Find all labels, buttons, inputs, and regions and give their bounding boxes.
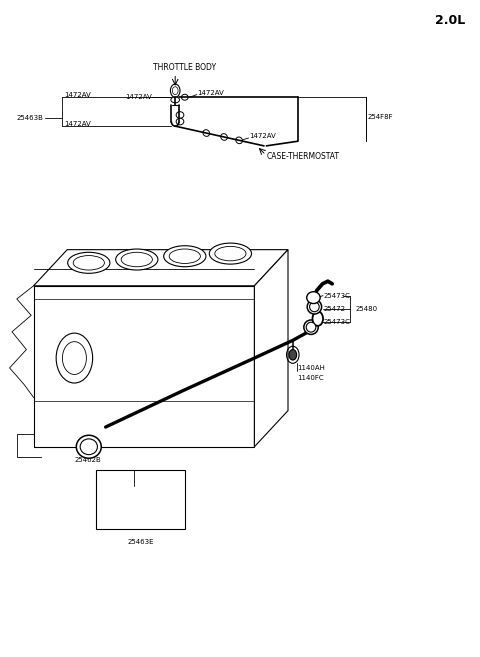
Ellipse shape [169, 249, 201, 263]
Text: 25480: 25480 [355, 306, 377, 312]
Text: 254F8F: 254F8F [367, 114, 393, 120]
Text: 1140AH: 1140AH [298, 365, 325, 371]
Text: 1472AV: 1472AV [64, 121, 91, 127]
Circle shape [62, 342, 86, 374]
Ellipse shape [80, 439, 97, 455]
Ellipse shape [121, 252, 152, 267]
Text: THROTTLE BODY: THROTTLE BODY [153, 62, 216, 72]
Ellipse shape [164, 246, 206, 267]
Ellipse shape [310, 302, 319, 312]
Text: 1472AV: 1472AV [197, 90, 224, 97]
Polygon shape [34, 286, 254, 447]
Ellipse shape [68, 252, 110, 273]
Text: 25463B: 25463B [17, 115, 44, 122]
Text: CASE-THERMOSTAT: CASE-THERMOSTAT [266, 152, 339, 161]
Polygon shape [34, 250, 288, 286]
Circle shape [56, 333, 93, 383]
Ellipse shape [312, 311, 323, 326]
Text: 1472AV: 1472AV [250, 133, 276, 139]
Text: 25473C: 25473C [324, 319, 351, 325]
Circle shape [289, 350, 297, 360]
Ellipse shape [76, 435, 101, 459]
Circle shape [172, 87, 178, 95]
Ellipse shape [209, 243, 252, 264]
Ellipse shape [215, 246, 246, 261]
Ellipse shape [306, 322, 316, 332]
Ellipse shape [304, 320, 318, 334]
Text: 1472AV: 1472AV [125, 94, 152, 101]
Text: 25472: 25472 [324, 306, 346, 312]
Ellipse shape [73, 256, 105, 270]
Text: 25473C: 25473C [324, 292, 351, 299]
Ellipse shape [307, 292, 320, 304]
Text: 1472AV: 1472AV [64, 92, 91, 99]
Text: 25463E: 25463E [127, 539, 154, 545]
Text: 2.0L: 2.0L [435, 14, 466, 28]
Bar [96, 470, 185, 529]
Ellipse shape [307, 300, 322, 314]
Polygon shape [254, 250, 288, 447]
Text: 1140FC: 1140FC [298, 374, 324, 381]
Ellipse shape [116, 249, 158, 270]
Text: 25462B: 25462B [74, 457, 101, 463]
